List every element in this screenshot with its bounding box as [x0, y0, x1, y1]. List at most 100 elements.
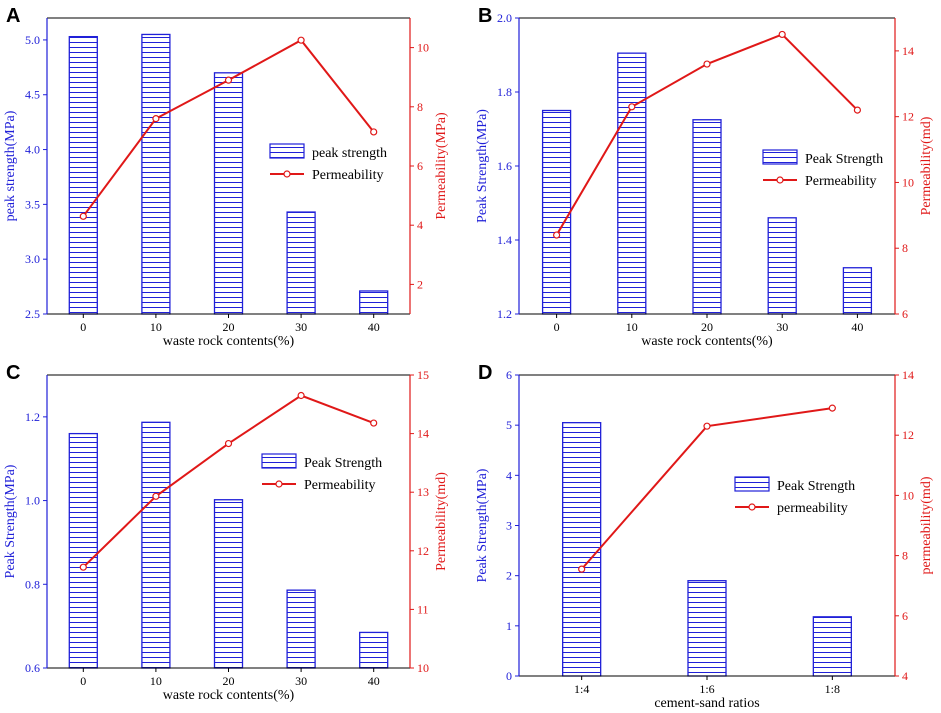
- legend-bar-swatch: [261, 453, 297, 469]
- bar-40: [359, 290, 389, 315]
- bar-30: [286, 211, 316, 315]
- bar-40: [842, 267, 873, 315]
- left-tick-label: 1.2: [25, 410, 40, 424]
- x-tick-label: 1:6: [699, 682, 714, 696]
- right-tick-label: 6: [902, 307, 908, 321]
- line-point-20: [224, 76, 233, 84]
- bar-20: [692, 119, 722, 315]
- right-tick-label: 14: [902, 44, 914, 58]
- line-point-40: [370, 419, 378, 427]
- line-point-1:8: [828, 404, 836, 412]
- x-tick-label: 10: [150, 320, 162, 334]
- x-axis-label: waste rock contents(%): [163, 334, 295, 349]
- x-tick-label: 1:8: [825, 682, 840, 696]
- right-tick-label: 12: [417, 544, 429, 558]
- right-tick-label: 10: [902, 488, 914, 502]
- x-tick-label: 10: [150, 674, 162, 688]
- legend-bar-swatch: [269, 143, 305, 159]
- right-tick-label: 12: [902, 428, 914, 442]
- left-tick-label: 2.5: [25, 307, 40, 321]
- left-tick-label: 3: [506, 519, 512, 533]
- line-point-1:4: [578, 565, 586, 573]
- x-tick-label: 1:4: [574, 682, 589, 696]
- legend-bar-label: Peak Strength: [304, 456, 382, 471]
- right-tick-label: 10: [417, 661, 429, 675]
- x-tick-label: 10: [626, 320, 638, 334]
- left-tick-label: 3.0: [25, 252, 40, 266]
- right-axis-label: Permeability(md): [434, 472, 449, 571]
- line-point-10: [152, 115, 160, 123]
- right-tick-label: 4: [902, 669, 908, 683]
- left-tick-label: 4.5: [25, 88, 40, 102]
- legend-bar-label: Peak Strength: [805, 152, 883, 167]
- line-point-30: [778, 30, 786, 39]
- left-tick-label: 1.4: [497, 233, 512, 247]
- line-point-0: [79, 212, 87, 220]
- x-tick-label: 30: [295, 320, 307, 334]
- left-axis-label: peak strength(MPa): [3, 110, 18, 221]
- left-tick-label: 1.6: [497, 159, 512, 173]
- x-axis-label: waste rock contents(%): [163, 688, 295, 703]
- line-point-10: [152, 492, 160, 500]
- right-tick-label: 4: [417, 218, 423, 232]
- line-point-20: [703, 60, 711, 68]
- x-tick-label: 40: [368, 320, 380, 334]
- left-tick-label: 3.5: [25, 197, 40, 211]
- bar-0: [68, 432, 98, 669]
- right-tick-label: 14: [417, 427, 429, 441]
- line-point-30: [297, 36, 305, 44]
- left-tick-label: 1.8: [497, 85, 512, 99]
- x-tick-label: 20: [701, 320, 713, 334]
- right-tick-label: 6: [902, 609, 908, 623]
- bar-1:6: [687, 580, 727, 677]
- right-axis-label: Permeability(md): [919, 116, 934, 215]
- right-tick-label: 8: [902, 241, 908, 255]
- panel-letter: B: [478, 5, 492, 27]
- bar-10: [141, 421, 171, 669]
- legend-line-marker: [275, 480, 283, 488]
- bar-1:4: [562, 422, 602, 677]
- right-tick-label: 6: [417, 159, 423, 173]
- left-tick-label: 4: [506, 468, 512, 482]
- x-tick-label: 30: [295, 674, 307, 688]
- left-axis-label: Peak Strength(MPa): [475, 468, 490, 582]
- line-point-10: [628, 103, 636, 111]
- right-tick-label: 15: [417, 368, 429, 382]
- legend-line-label: Permeability: [304, 478, 376, 493]
- left-tick-label: 1.2: [497, 307, 512, 321]
- line-point-30: [297, 391, 305, 400]
- legend-line-marker: [748, 503, 756, 511]
- right-tick-label: 14: [902, 368, 914, 382]
- panel-letter: A: [6, 5, 20, 27]
- legend-bar-label: peak strength: [312, 146, 387, 161]
- left-axis-label: Peak Strength(MPa): [475, 109, 490, 223]
- x-tick-label: 40: [851, 320, 863, 334]
- right-tick-label: 8: [417, 100, 423, 114]
- bar-10: [617, 52, 647, 315]
- bar-0: [68, 35, 98, 315]
- legend-line-label: permeability: [777, 501, 848, 516]
- line-point-40: [370, 128, 378, 136]
- line-point-20: [224, 439, 233, 448]
- legend-bar-swatch: [734, 476, 770, 492]
- x-tick-label: 20: [223, 674, 235, 688]
- x-tick-label: 0: [80, 320, 86, 334]
- bar-30: [286, 589, 316, 669]
- line-point-0: [79, 563, 87, 571]
- right-axis-label: Permeability(MPa): [434, 112, 449, 220]
- right-tick-label: 2: [417, 277, 423, 291]
- left-tick-label: 0: [506, 669, 512, 683]
- x-tick-label: 20: [223, 320, 235, 334]
- line-point-40: [853, 106, 862, 114]
- line-point-1:6: [703, 422, 711, 430]
- bar-1:8: [812, 616, 852, 677]
- x-axis-label: cement-sand ratios: [654, 696, 759, 711]
- left-tick-label: 0.8: [25, 577, 40, 591]
- right-tick-label: 13: [417, 485, 429, 499]
- right-axis-label: permeability(md): [919, 476, 934, 574]
- bar-0: [541, 109, 572, 315]
- x-tick-label: 30: [776, 320, 788, 334]
- left-tick-label: 0.6: [25, 661, 40, 675]
- legend-bar-label: Peak Strength: [777, 479, 855, 494]
